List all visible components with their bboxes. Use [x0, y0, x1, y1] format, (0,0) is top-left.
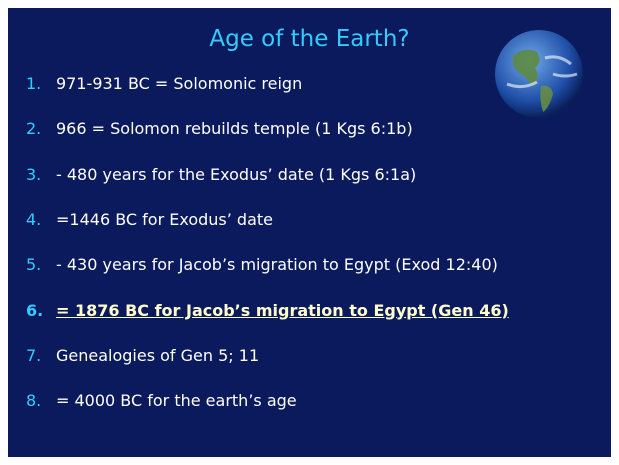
item-number: 1. [26, 74, 56, 93]
list-item: 8.= 4000 BC for the earth’s age [26, 391, 297, 410]
item-number: 3. [26, 165, 56, 184]
item-number: 6. [26, 301, 56, 320]
list-item: 6.= 1876 BC for Jacob’s migration to Egy… [26, 301, 509, 320]
item-number: 5. [26, 255, 56, 274]
list-item: 2.966 = Solomon rebuilds temple (1 Kgs 6… [26, 119, 413, 138]
item-text: 966 = Solomon rebuilds temple (1 Kgs 6:1… [56, 119, 413, 138]
list-item: 3.- 480 years for the Exodus’ date (1 Kg… [26, 165, 416, 184]
globe-image [493, 28, 585, 120]
page: Age of the Earth? 1.971-931 BC = Solomon… [0, 0, 619, 465]
item-number: 8. [26, 391, 56, 410]
item-number: 4. [26, 210, 56, 229]
list-item: 1.971-931 BC = Solomonic reign [26, 74, 302, 93]
item-number: 7. [26, 346, 56, 365]
item-text: 971-931 BC = Solomonic reign [56, 74, 302, 93]
item-text: =1446 BC for Exodus’ date [56, 210, 273, 229]
list-item: 4.=1446 BC for Exodus’ date [26, 210, 273, 229]
item-text: - 430 years for Jacob’s migration to Egy… [56, 255, 498, 274]
list-item: 5.- 430 years for Jacob’s migration to E… [26, 255, 498, 274]
item-text: Genealogies of Gen 5; 11 [56, 346, 259, 365]
item-text: - 480 years for the Exodus’ date (1 Kgs … [56, 165, 416, 184]
item-text: = 4000 BC for the earth’s age [56, 391, 297, 410]
slide: Age of the Earth? 1.971-931 BC = Solomon… [8, 8, 611, 457]
item-text: = 1876 BC for Jacob’s migration to Egypt… [56, 301, 509, 320]
item-number: 2. [26, 119, 56, 138]
list-item: 7.Genealogies of Gen 5; 11 [26, 346, 259, 365]
